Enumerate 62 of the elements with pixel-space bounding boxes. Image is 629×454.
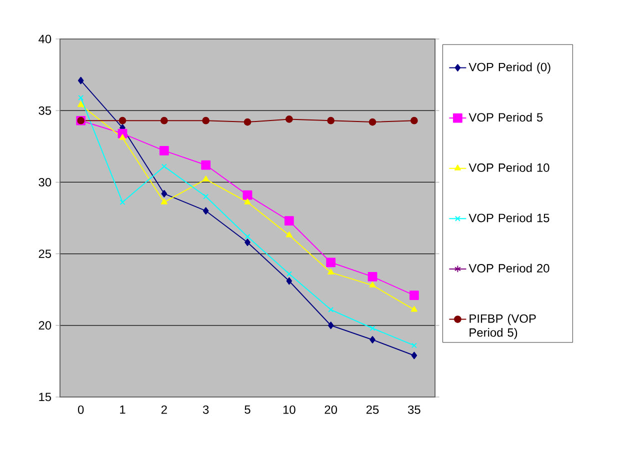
- x-tick-label: 10: [283, 405, 296, 414]
- legend-label: VOP Period 5: [468, 112, 543, 122]
- point: [411, 342, 417, 348]
- x-tick-label: 2: [161, 405, 167, 414]
- point: [326, 258, 336, 268]
- y-tick-label: 25: [38, 250, 52, 258]
- point: [202, 176, 210, 182]
- point: [244, 238, 250, 246]
- point: [242, 190, 252, 200]
- legend-label: VOP Period 10: [468, 163, 550, 172]
- legend-label: VOP Period 20: [468, 264, 550, 272]
- x-tick-label: 1: [120, 405, 126, 414]
- point: [285, 116, 293, 123]
- point: [119, 134, 126, 140]
- point: [202, 116, 210, 124]
- point: [411, 352, 418, 360]
- point: [328, 322, 334, 330]
- y-tick-label: 15: [39, 392, 52, 402]
- point: [120, 199, 126, 205]
- legend-label: PIFBP (VOP Period 5): [470, 314, 536, 340]
- point: [78, 94, 84, 100]
- point: [161, 164, 167, 170]
- point: [410, 306, 418, 312]
- y-tick-label: 35: [38, 106, 52, 115]
- y-tick-label: 40: [38, 34, 52, 44]
- point: [370, 336, 376, 344]
- point: [410, 116, 418, 124]
- point: [201, 160, 211, 170]
- point: [118, 116, 126, 124]
- point: [286, 271, 292, 277]
- legend-label: VOP Period (0): [468, 62, 550, 74]
- x-tick-label: 3: [202, 405, 209, 414]
- point: [159, 146, 169, 156]
- x-tick-label: 5: [244, 405, 250, 414]
- point: [368, 118, 376, 126]
- point: [160, 198, 168, 204]
- point: [327, 116, 335, 124]
- point: [409, 290, 419, 300]
- point: [78, 76, 84, 84]
- point: [370, 326, 376, 332]
- x-tick-label: 20: [324, 405, 338, 414]
- point: [286, 231, 292, 238]
- point: [161, 190, 168, 198]
- point: [160, 116, 168, 124]
- y-tick-label: 30: [38, 178, 52, 186]
- x-tick-label: 0: [78, 405, 84, 414]
- y-tick-label: 20: [38, 321, 52, 330]
- point: [78, 101, 84, 107]
- point: [244, 118, 252, 126]
- point: [328, 306, 334, 312]
- point: [368, 272, 378, 282]
- x-tick-label: 35: [408, 405, 420, 414]
- point: [244, 198, 251, 204]
- point: [328, 268, 334, 275]
- point: [284, 216, 294, 226]
- legend-label: VOP Period 15: [468, 213, 550, 222]
- point: [203, 194, 209, 200]
- point: [369, 282, 376, 288]
- x-tick-label: 25: [366, 405, 379, 414]
- point: [202, 207, 209, 215]
- point: [244, 234, 250, 240]
- point: [286, 277, 292, 285]
